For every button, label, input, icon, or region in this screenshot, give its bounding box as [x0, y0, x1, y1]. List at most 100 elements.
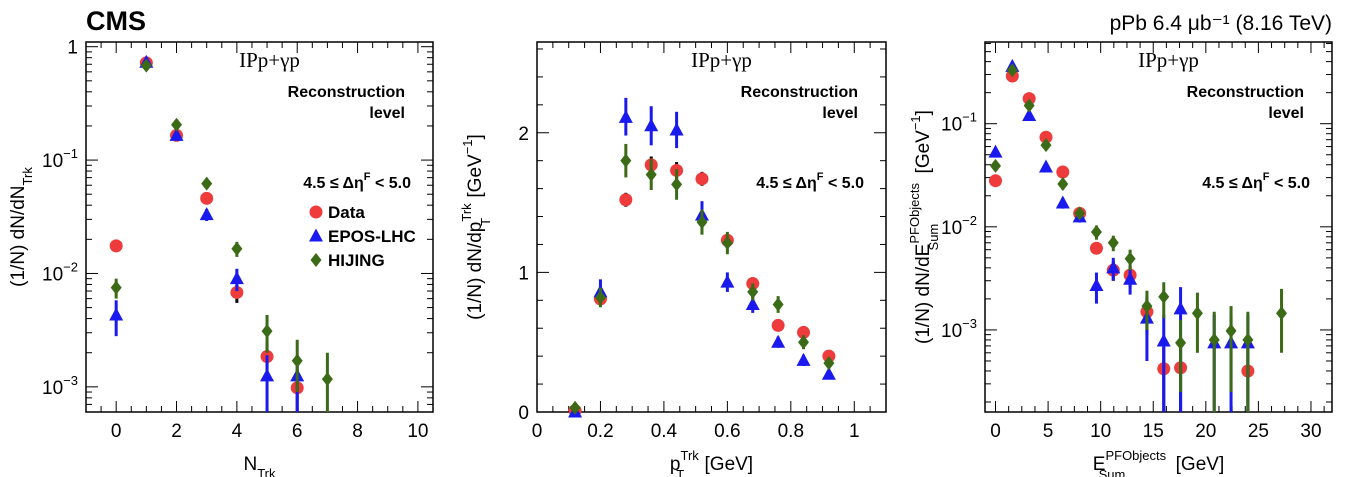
process-label: IPp+γp [691, 48, 752, 72]
data-point [1225, 323, 1237, 338]
data-point [1175, 335, 1187, 350]
x-axis-title: pTrk T [GeV] [670, 448, 753, 477]
x-axis-title: EPFObjects Sum [GeV] [1093, 448, 1224, 477]
reconstruction-level-label: level [369, 105, 405, 122]
data-point [1141, 299, 1153, 314]
data-point [201, 176, 213, 191]
data-point [1056, 165, 1070, 179]
legend-marker [310, 253, 322, 267]
data-point [1055, 195, 1070, 209]
experiment-label: CMS [86, 6, 146, 36]
reconstruction-level-label: Reconstruction [1187, 84, 1304, 101]
series-epos-lhc [109, 54, 305, 412]
y-tick-label: 2 [518, 124, 529, 145]
data-point [695, 172, 709, 186]
x-tick-label: 8 [352, 421, 363, 442]
data-point [1038, 159, 1053, 173]
data-point [798, 335, 810, 350]
data-point [989, 174, 1003, 188]
data-point [771, 334, 786, 348]
data-point [200, 191, 214, 205]
data-point [745, 296, 760, 310]
reconstruction-level-label: Reconstruction [741, 84, 858, 101]
eta-cut-label: 4.5 ≤ ΔηF < 5.0 [756, 171, 864, 192]
x-tick-label: 6 [292, 421, 303, 442]
data-point [771, 318, 785, 332]
data-point [1040, 138, 1052, 153]
data-point [796, 352, 811, 366]
data-point [1057, 177, 1069, 192]
y-tick-label: 10−1 [941, 110, 977, 136]
data-point [747, 284, 759, 299]
series-data [568, 156, 836, 418]
legend-label: EPOS-LHC [328, 227, 416, 246]
data-point [1106, 260, 1121, 274]
data-point [671, 177, 683, 192]
data-point [721, 236, 733, 251]
panel-1: 0 2 4 6 8 10 10−3 10−2 10−1 1 NTrk (1/N) dN/dNTrk IP… [8, 38, 434, 477]
data-point [261, 324, 273, 339]
y-tick-label: 10−2 [42, 259, 78, 285]
data-point [618, 109, 633, 123]
x-tick-label: 10 [1090, 421, 1111, 442]
data-point [230, 285, 244, 299]
x-tick-label: 0 [532, 421, 543, 442]
data-point [1173, 301, 1188, 315]
data-point [109, 307, 124, 321]
reconstruction-level-label: level [822, 105, 858, 122]
y-tick-label: 10−3 [42, 373, 78, 399]
x-tick-label: 0.4 [651, 421, 678, 442]
y-tick-label: 1 [67, 38, 78, 59]
panel-3: 0 5 10 15 20 25 30 10−3 10−2 10−1 EPFObjects Sum [G… [907, 41, 1333, 477]
legend-label: Data [328, 203, 365, 222]
y-tick-label: 10−1 [42, 146, 78, 172]
legend-label: HIJING [328, 251, 385, 270]
eta-cut-label: 4.5 ≤ ΔηF < 5.0 [303, 171, 411, 192]
data-point [620, 153, 632, 168]
y-tick-label: 1 [518, 263, 529, 284]
data-point [109, 239, 123, 253]
data-point [1022, 108, 1037, 122]
y-axis-title: (1/N) dN/dEPFObjects Sum [GeV−1] [907, 110, 941, 344]
data-point [321, 372, 333, 387]
x-tick-label: 20 [1195, 421, 1216, 442]
process-label: IPp+γp [239, 48, 300, 72]
data-point [644, 118, 659, 132]
x-tick-label: 0 [111, 421, 122, 442]
data-point [291, 353, 303, 368]
x-tick-label: 10 [407, 421, 428, 442]
x-tick-label: 0.8 [778, 421, 804, 442]
data-point [569, 400, 581, 415]
legend-marker [309, 228, 323, 242]
process-label: IPp+γp [1138, 48, 1199, 72]
data-point [1191, 306, 1203, 321]
x-tick-label: 0 [990, 421, 1001, 442]
data-point [797, 325, 811, 339]
data-point [1090, 225, 1102, 240]
panel-2: 0 0.2 0.4 0.6 0.8 1 0 1 2 pTrk T [GeV] (1/N) dN/dpT… [459, 41, 887, 477]
data-point [1242, 332, 1254, 347]
data-point [823, 356, 835, 371]
data-point [169, 127, 184, 141]
series-hijing [569, 143, 835, 415]
y-tick-label: 10−2 [941, 213, 977, 239]
y-axis-title: (1/N) dN/dNTrk [8, 167, 35, 287]
plot-frame [85, 41, 434, 413]
data-point [1276, 306, 1288, 321]
data-point [1074, 206, 1086, 221]
series-hijing [990, 63, 1288, 412]
x-axis-title: NTrk [243, 454, 276, 477]
data-point [110, 280, 122, 295]
x-tick-label: 4 [232, 421, 243, 442]
data-point [988, 144, 1003, 158]
data-point [1089, 277, 1104, 291]
series-hijing [110, 58, 333, 412]
x-tick-label: 1 [849, 421, 860, 442]
data-point [1006, 63, 1018, 78]
y-tick-label: 0 [518, 403, 529, 424]
data-point [696, 215, 708, 230]
x-tick-label: 2 [171, 421, 182, 442]
data-point [199, 207, 214, 221]
reconstruction-level-label: level [1268, 105, 1304, 122]
